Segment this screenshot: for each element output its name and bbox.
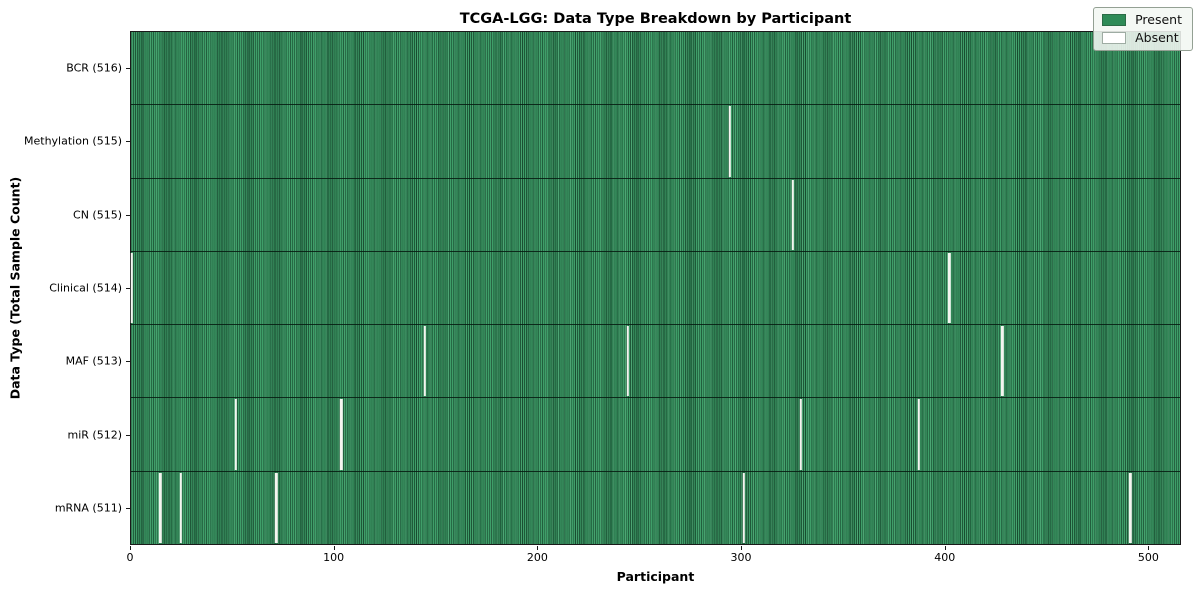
y-tick-label: BCR (516) (66, 61, 122, 75)
heatmap-row-mrna (131, 471, 1180, 544)
legend-swatch-icon (1102, 31, 1127, 44)
legend-entry-absent: Absent (1102, 29, 1182, 45)
absent-marker (799, 399, 803, 470)
y-tick-mark (126, 361, 130, 363)
heatmap-row-clinical (130, 251, 1180, 326)
y-tick-label: miR (512) (67, 428, 123, 442)
absent-marker (1000, 326, 1004, 397)
x-tick-mark (944, 546, 946, 550)
absent-marker (275, 472, 278, 543)
y-tick-label: Clinical (514) (49, 281, 122, 295)
y-tick-mark (126, 67, 130, 69)
x-axis-label: Participant (616, 569, 695, 584)
y-tick-mark (126, 434, 130, 436)
x-tick-label: 0 (126, 551, 134, 564)
absent-marker (130, 252, 134, 324)
y-tick-label: MAF (513) (65, 354, 122, 368)
legend-entry-present: Present (1102, 12, 1182, 27)
heatmap-row-bcr (131, 32, 1180, 106)
absent-marker (234, 399, 237, 470)
x-tick-mark (1148, 546, 1150, 550)
y-tick-label: mRNA (511) (54, 501, 122, 515)
x-tick-mark (741, 546, 743, 550)
y-tick-mark (126, 214, 130, 216)
x-tick-label: 200 (526, 551, 548, 564)
absent-marker (423, 326, 426, 397)
absent-marker (742, 472, 746, 543)
y-tick-label: CN (515) (73, 208, 122, 222)
absent-marker (179, 472, 182, 543)
absent-marker (159, 472, 162, 543)
legend-label: Present (1135, 12, 1182, 27)
x-tick-mark (130, 546, 131, 550)
chart-title: TCGA-LGG: Data Type Breakdown by Partici… (459, 11, 852, 27)
absent-marker (1128, 472, 1132, 543)
y-tick-label: Methylation (515) (24, 134, 122, 148)
x-tick-mark (537, 546, 539, 550)
heatmap-row-methylation (131, 105, 1180, 179)
absent-marker (948, 252, 951, 324)
absent-marker (791, 179, 794, 250)
heatmap-row-maf (131, 325, 1180, 399)
y-tick-mark (126, 141, 130, 143)
legend: Present Absent (1093, 7, 1193, 51)
heatmap-row-cn (131, 178, 1180, 252)
heatmap-row-mir (131, 398, 1180, 472)
y-tick-mark (126, 288, 130, 289)
absent-marker (728, 106, 731, 177)
x-tick-mark (333, 546, 335, 550)
x-tick-label: 400 (934, 551, 956, 564)
absent-marker (917, 399, 920, 470)
absent-marker (626, 326, 630, 397)
x-tick-label: 500 (1137, 551, 1159, 564)
x-tick-label: 100 (323, 551, 345, 564)
y-tick-mark (126, 508, 130, 510)
absent-marker (340, 399, 343, 470)
legend-label: Absent (1135, 29, 1179, 45)
legend-swatch-icon (1102, 14, 1127, 27)
x-tick-label: 300 (730, 551, 752, 564)
plot-area (130, 31, 1181, 545)
